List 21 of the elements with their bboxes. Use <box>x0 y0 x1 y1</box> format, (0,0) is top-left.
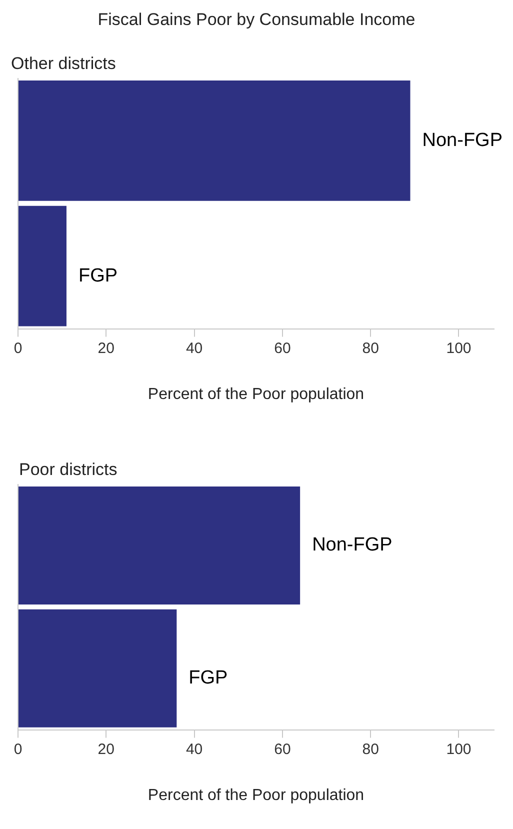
x-tick-label: 40 <box>186 340 203 357</box>
x-tick-label: 40 <box>186 740 203 758</box>
y-tick-label: Non-FGP <box>312 534 392 556</box>
y-tick-label: Non-FGP <box>422 130 503 151</box>
y-tick-label: FGP <box>78 265 118 286</box>
chart-subtitle: Other districts <box>10 53 117 75</box>
chart-title: Fiscal Gains Poor by Consumable Income <box>96 9 416 31</box>
x-tick-label: 0 <box>14 740 22 758</box>
x-axis-title: Percent of the Poor population <box>148 386 364 403</box>
x-tick-label: 80 <box>362 740 379 758</box>
x-tick-label: 0 <box>14 340 22 357</box>
x-tick-label: 60 <box>274 740 291 758</box>
y-tick-label: FGP <box>188 668 228 689</box>
x-tick-label: 60 <box>274 340 291 357</box>
x-tick-label: 100 <box>446 740 472 758</box>
x-tick-label: 20 <box>98 740 114 758</box>
x-axis-title: Percent of the Poor population <box>148 786 364 804</box>
x-tick-label: 80 <box>362 340 379 357</box>
x-tick-label: 20 <box>98 340 114 357</box>
chart-subtitle: Poor districts <box>18 459 118 481</box>
x-tick-label: 100 <box>446 340 472 357</box>
